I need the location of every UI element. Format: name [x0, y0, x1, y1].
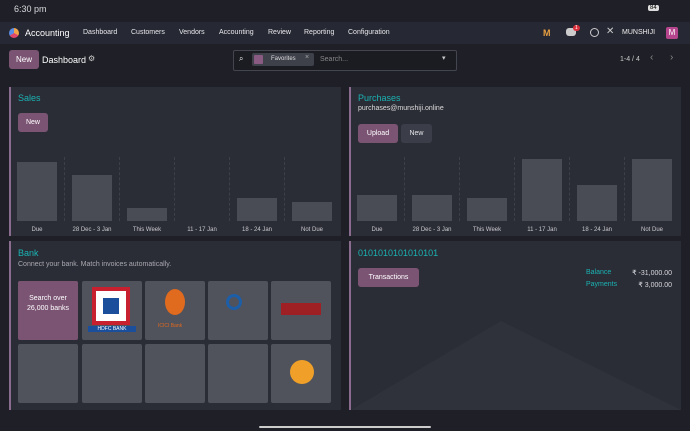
breadcrumb: Dashboard — [42, 55, 87, 65]
menu-item[interactable]: Customers — [131, 29, 165, 36]
button[interactable]: New — [401, 124, 432, 143]
search-dropdown[interactable]: ▾ — [442, 55, 446, 62]
graph-separator — [514, 157, 515, 221]
graph-bar — [632, 159, 672, 221]
graph-bar — [72, 175, 112, 221]
clock: 6:30 pm — [14, 4, 47, 14]
graph-bar — [467, 198, 507, 221]
graph-label: Not Due — [640, 227, 664, 233]
home-indicator — [259, 426, 431, 428]
graph-bar — [577, 185, 617, 221]
graph-bar — [237, 198, 277, 221]
bank-tile[interactable] — [18, 344, 78, 403]
row-value: ₹ 3,000.00 — [638, 282, 672, 289]
bank-tile[interactable] — [82, 344, 142, 403]
app-name[interactable]: Accounting — [25, 28, 70, 38]
filter-icon — [254, 55, 263, 64]
graph-bar — [292, 202, 332, 221]
bank-logo-text: HDFC BANK — [88, 326, 136, 332]
graph-separator — [229, 157, 230, 221]
graph-label: 11 - 17 Jan — [187, 227, 217, 233]
search-placeholder: Search... — [320, 56, 349, 63]
graph-separator — [174, 157, 175, 221]
bank-tile[interactable] — [208, 281, 268, 340]
card-subtitle: purchases@munshiji.online — [358, 105, 444, 112]
company[interactable]: MUNSHIJI — [622, 29, 656, 36]
bank-logo — [226, 294, 242, 310]
row-label: Payments — [586, 281, 618, 288]
menu-item[interactable]: Vendors — [179, 29, 205, 36]
menu-item[interactable]: Reporting — [304, 29, 335, 36]
graph-separator — [569, 157, 570, 221]
bank-search-tile[interactable] — [18, 281, 78, 340]
graph-separator — [284, 157, 285, 221]
pager: 1-4 / 4 — [620, 56, 640, 63]
menu-item[interactable]: Dashboard — [83, 29, 118, 36]
graph-label: This Week — [132, 227, 162, 233]
graph-label: 28 Dec - 3 Jan — [72, 227, 112, 233]
graph-bar — [412, 195, 452, 221]
bank-logo — [165, 289, 185, 315]
activity-icon[interactable] — [590, 28, 599, 37]
battery: 84 — [648, 5, 659, 11]
graph-separator — [624, 157, 625, 221]
menu-item[interactable]: Configuration — [348, 29, 390, 36]
row-label: Balance — [586, 269, 612, 276]
graph-label: 18 - 24 Jan — [241, 227, 273, 233]
facet-label: Favorites — [271, 56, 296, 62]
graph-label: 28 Dec - 3 Jan — [412, 227, 452, 233]
card-title[interactable]: Purchases — [358, 93, 401, 103]
pager-next[interactable]: › — [670, 52, 674, 63]
pager-prev[interactable]: ‹ — [650, 52, 654, 63]
search-icon: ⌕ — [239, 54, 244, 63]
button[interactable]: Upload — [358, 124, 398, 143]
bank-logo — [103, 298, 119, 314]
app-icon — [9, 28, 19, 38]
menu-item[interactable]: Accounting — [219, 29, 254, 36]
button[interactable]: Transactions — [358, 268, 419, 287]
graph-label: 18 - 24 Jan — [581, 227, 613, 233]
bank-logo-text: ICICI Bank — [158, 323, 183, 329]
bank-tile[interactable] — [208, 344, 268, 403]
button[interactable]: New — [18, 113, 48, 132]
account-card — [349, 241, 681, 410]
graph-separator — [119, 157, 120, 221]
bank-logo — [281, 303, 321, 315]
graph-bar — [127, 208, 167, 221]
graph-bar — [522, 159, 562, 221]
graph-bar — [357, 195, 397, 221]
bank-logo — [290, 360, 314, 384]
gear-icon[interactable]: ⚙ — [88, 54, 96, 63]
graph-label: This Week — [472, 227, 502, 233]
row-value: ₹ -31,000.00 — [632, 270, 672, 277]
facet-remove[interactable]: × — [305, 54, 310, 61]
graph-separator — [64, 157, 65, 221]
facet — [252, 53, 314, 66]
new-button[interactable]: New — [9, 50, 39, 69]
graph-label: Not Due — [300, 227, 324, 233]
graph-label: Due — [31, 227, 43, 233]
card-title[interactable]: Bank — [18, 248, 39, 258]
card-subtitle: Connect your bank. Match invoices automa… — [18, 261, 172, 268]
bank-search-text: Search over 26,000 banks — [26, 295, 70, 312]
bank-tile[interactable] — [145, 344, 205, 403]
menu-item[interactable]: Review — [268, 29, 291, 36]
graph-separator — [404, 157, 405, 221]
avatar[interactable]: M — [666, 27, 678, 39]
graph-separator — [459, 157, 460, 221]
card-decoration — [351, 321, 681, 410]
tools-icon[interactable]: ✕ — [606, 26, 615, 37]
navbar — [0, 22, 690, 44]
chat-icon[interactable] — [566, 28, 576, 36]
card-title[interactable]: 0101010101010101 — [358, 248, 439, 258]
graph-bar — [17, 162, 57, 221]
graph-label: 11 - 17 Jan — [527, 227, 557, 233]
card-title[interactable]: Sales — [18, 93, 41, 103]
mj-icon[interactable]: M — [543, 28, 551, 38]
graph-label: Due — [371, 227, 383, 233]
badge: 1 — [573, 25, 580, 31]
